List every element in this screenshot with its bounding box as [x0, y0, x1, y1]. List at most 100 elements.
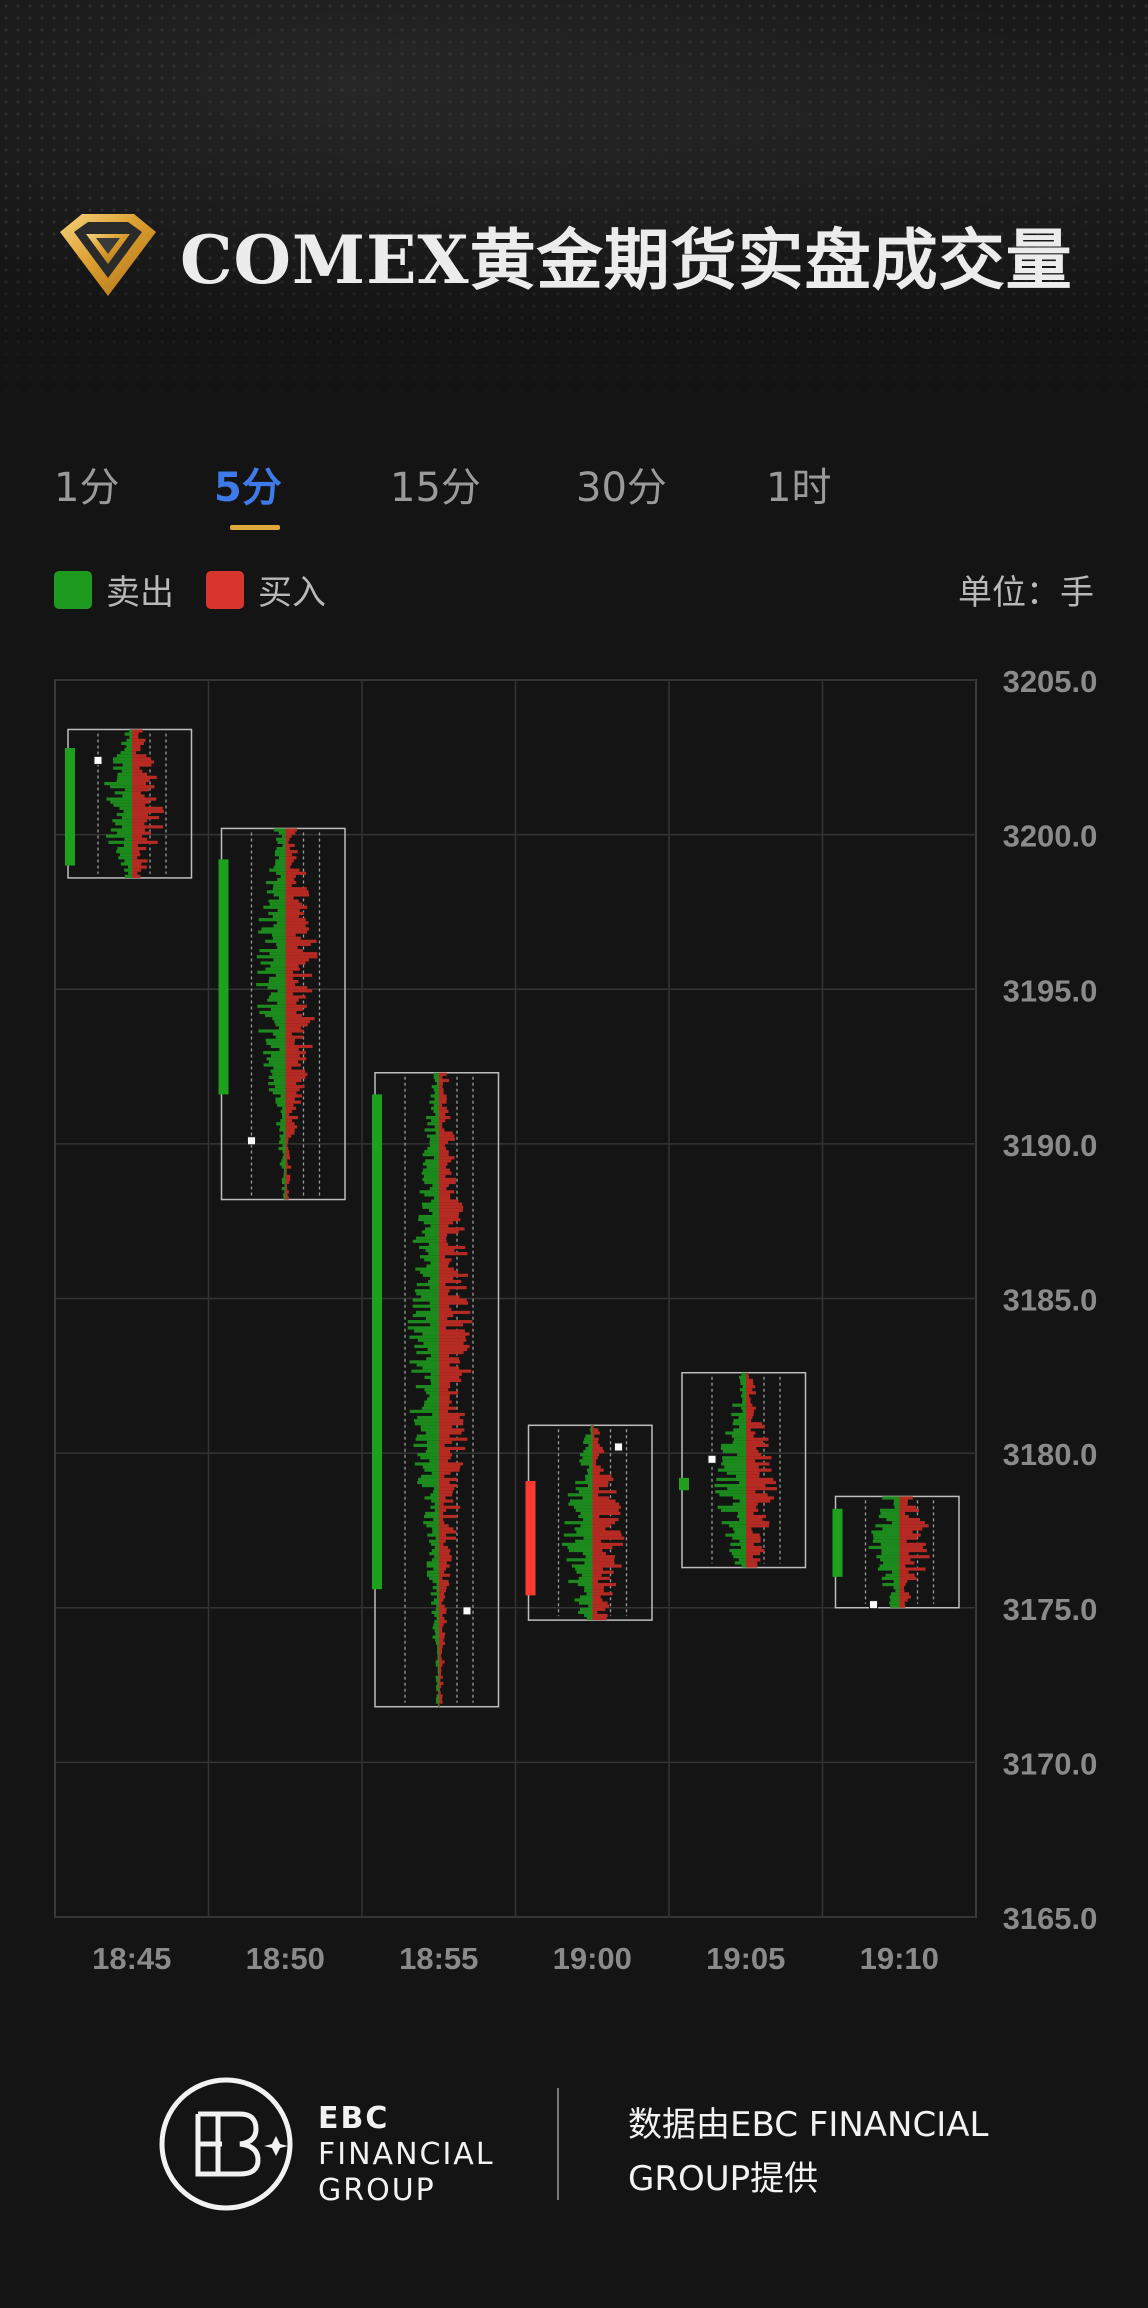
sell-volume-bar: [426, 1115, 439, 1120]
sell-volume-bar: [437, 1650, 439, 1655]
sell-volume-bar: [571, 1564, 593, 1568]
buy-volume-bar: [746, 1425, 765, 1429]
tab-1min[interactable]: 1分: [54, 465, 120, 511]
sell-volume-bar: [407, 1326, 439, 1330]
sell-volume-bar: [435, 1131, 439, 1135]
buy-volume-bar: [439, 1685, 442, 1689]
sell-volume-bar: [720, 1446, 746, 1451]
buy-volume-bar: [132, 760, 155, 764]
buy-volume-bar: [899, 1545, 923, 1550]
buy-volume-bar: [285, 831, 296, 835]
sell-volume-bar: [423, 1174, 439, 1178]
sell-volume-bar: [435, 1536, 439, 1540]
sell-volume-bar: [890, 1604, 900, 1608]
sell-volume-bar: [732, 1536, 746, 1540]
sell-volume-bar: [118, 856, 132, 860]
buy-volume-bar: [899, 1570, 909, 1574]
sell-volume-bar: [580, 1595, 593, 1599]
buy-volume-bar: [285, 983, 296, 987]
buy-volume-bar: [439, 1369, 472, 1373]
sell-volume-bar: [568, 1502, 593, 1506]
sell-volume-bar: [263, 905, 286, 909]
buy-volume-bar: [285, 979, 299, 984]
buy-volume-bar: [285, 1100, 301, 1104]
sell-volume-bar: [129, 729, 132, 733]
buy-volume-bar: [439, 1304, 450, 1308]
tab-15min[interactable]: 15分: [390, 465, 481, 511]
buy-volume-bar: [439, 1419, 464, 1423]
sell-volume-bar: [274, 850, 286, 854]
buy-volume-bar: [439, 1279, 462, 1284]
sell-volume-bar: [875, 1524, 900, 1528]
sell-volume-bar: [124, 874, 132, 878]
sell-volume-bar: [431, 1085, 439, 1089]
sell-volume-bar: [122, 825, 132, 829]
tab-1hour[interactable]: 1时: [766, 465, 832, 511]
sell-volume-bar: [584, 1589, 593, 1593]
tab-5min[interactable]: 5分: [214, 465, 282, 511]
buy-volume-bar: [592, 1514, 600, 1519]
sell-volume-bar: [721, 1443, 746, 1447]
sell-volume-bar: [574, 1527, 593, 1531]
sell-volume-bar: [428, 1279, 439, 1284]
buy-volume-bar: [285, 1106, 297, 1110]
sell-volume-bar: [417, 1415, 439, 1420]
buy-volume-bar: [285, 1060, 299, 1064]
sell-volume-bar: [126, 738, 132, 742]
sell-volume-bar: [268, 1088, 286, 1092]
sell-volume-bar: [564, 1521, 593, 1525]
sell-volume-bar: [575, 1567, 593, 1571]
sell-volume-bar: [258, 930, 286, 934]
sell-volume-bar: [425, 1159, 439, 1163]
buy-volume-bar: [592, 1480, 609, 1485]
buy-volume-bar: [132, 729, 143, 733]
sell-volume-bar: [263, 1063, 286, 1067]
buy-volume-bar: [439, 1372, 462, 1376]
buy-volume-bar: [439, 1078, 450, 1083]
sell-volume-bar: [425, 1449, 439, 1454]
sell-volume-bar: [116, 812, 132, 817]
sell-volume-bar: [270, 964, 286, 968]
sell-volume-bar: [575, 1487, 593, 1491]
buy-volume-bar: [285, 1066, 292, 1070]
candle-body: [372, 1094, 382, 1590]
buy-volume-bar: [439, 1125, 443, 1129]
sell-volume-bar: [272, 936, 286, 940]
sell-volume-bar: [277, 840, 286, 844]
buy-volume-bar: [132, 874, 141, 878]
buy-volume-bar: [439, 1409, 449, 1413]
sell-volume-bar: [276, 846, 286, 851]
sell-volume-bar: [265, 1013, 286, 1018]
buy-volume-bar: [285, 1041, 295, 1045]
buy-volume-bar: [285, 1143, 288, 1148]
sell-volume-bar: [736, 1474, 746, 1478]
sell-volume-bar: [740, 1378, 746, 1383]
buy-volume-bar: [899, 1567, 926, 1571]
buy-volume-bar: [746, 1446, 757, 1451]
buy-volume-bar: [285, 1125, 298, 1129]
buy-volume-bar: [285, 927, 309, 931]
buy-volume-bar: [439, 1431, 462, 1435]
buy-volume-bar: [132, 825, 163, 829]
buy-volume-bar: [285, 1004, 307, 1008]
sell-volume-bar: [422, 1205, 439, 1209]
sell-volume-bar: [878, 1514, 900, 1519]
buy-volume-bar: [285, 955, 318, 959]
sell-volume-bar: [873, 1533, 900, 1537]
buy-volume-bar: [899, 1542, 926, 1546]
sell-volume-bar: [577, 1582, 593, 1587]
buy-volume-bar: [285, 1047, 299, 1052]
sell-volume-bar: [432, 1579, 439, 1584]
buy-volume-bar: [439, 1499, 454, 1503]
buy-volume-bar: [899, 1536, 918, 1540]
sell-volume-bar: [738, 1558, 746, 1562]
buy-volume-bar: [439, 1604, 445, 1608]
buy-volume-bar: [439, 1248, 455, 1253]
tab-30min[interactable]: 30分: [576, 465, 667, 511]
sell-volume-bar: [433, 1623, 439, 1627]
buy-volume-bar: [439, 1576, 443, 1580]
sell-volume-bar: [268, 979, 286, 984]
buy-volume-bar: [439, 1675, 443, 1679]
sell-volume-bar: [733, 1437, 746, 1441]
sell-volume-bar: [429, 1208, 439, 1212]
